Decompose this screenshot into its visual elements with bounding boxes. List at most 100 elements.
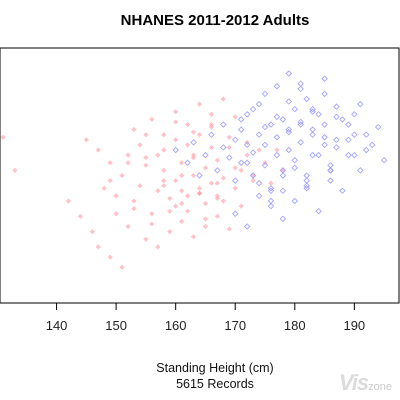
series-b-point — [368, 141, 376, 149]
series-b-point — [321, 75, 328, 82]
series-b-point — [273, 83, 281, 90]
series-a-point — [167, 195, 173, 202]
series-a-point — [214, 157, 220, 163]
series-b-point — [285, 98, 293, 105]
series-a-point — [190, 155, 197, 161]
series-a-point — [125, 152, 131, 158]
series-a-point — [214, 195, 220, 202]
series-b-point — [309, 108, 316, 115]
series-a-point — [226, 144, 232, 151]
series-b-point — [351, 131, 358, 138]
series-b-point — [291, 105, 299, 113]
series-b-point — [172, 146, 179, 154]
series-a-point — [167, 229, 173, 235]
series-a-point — [184, 142, 191, 148]
series-b-point — [345, 151, 352, 159]
series-b-point — [267, 197, 275, 205]
series-b-point — [267, 187, 275, 195]
series-a-point — [238, 203, 244, 209]
series-a-point — [107, 254, 113, 260]
series-b-point — [363, 146, 370, 154]
series-b-point — [255, 100, 263, 108]
series-b-point — [303, 182, 310, 189]
series-a-point — [77, 213, 83, 219]
series-a-point — [214, 213, 220, 219]
series-b-point — [261, 123, 269, 131]
series-b-point — [255, 131, 263, 138]
series-b-point — [297, 118, 304, 126]
series-b-point — [231, 177, 239, 184]
series-b-point — [297, 80, 304, 87]
series-a-point — [232, 185, 238, 191]
series-a-point — [143, 132, 149, 138]
series-b-point — [339, 187, 346, 195]
series-a-point — [113, 193, 119, 199]
series-a-point — [125, 223, 131, 230]
series-b-point — [214, 167, 221, 174]
x-tick-label: 140 — [46, 318, 68, 333]
series-a-point — [208, 111, 215, 117]
series-a-point — [95, 147, 101, 153]
series-b-point — [279, 116, 287, 123]
series-a-point — [167, 208, 173, 214]
series-a-point — [113, 211, 119, 217]
series-b-point — [315, 151, 322, 159]
series-a-point — [161, 132, 167, 138]
series-b-point — [357, 100, 364, 108]
series-b-point — [237, 126, 245, 133]
series-b-point — [291, 197, 299, 205]
series-a-point — [155, 152, 161, 158]
series-b-point — [327, 167, 334, 174]
series-a-point — [179, 218, 185, 224]
series-b-point — [243, 223, 251, 230]
series-a-point — [232, 165, 238, 171]
series-a-point — [190, 172, 197, 179]
series-a-point — [256, 147, 262, 153]
series-b-point — [333, 136, 340, 144]
series-a-point — [250, 178, 256, 184]
series-b-point — [237, 159, 245, 166]
series-a-point — [184, 121, 191, 128]
series-b-point — [345, 121, 352, 128]
series-b-point — [291, 156, 299, 164]
series-b-point — [321, 121, 328, 128]
series-b-point — [297, 85, 304, 93]
series-a-point — [202, 223, 209, 230]
series-b-point — [249, 105, 257, 113]
series-a-point — [232, 114, 238, 120]
series-b-point — [273, 151, 281, 159]
series-b-point — [273, 134, 281, 141]
series-b-point — [243, 141, 251, 149]
series-a-point — [107, 178, 113, 184]
series-a-point — [83, 137, 89, 143]
series-a-point — [137, 142, 143, 148]
x-axis: 140 150 160 170 180 190 — [46, 303, 365, 333]
series-b-point — [261, 141, 269, 149]
series-a-point — [149, 221, 155, 227]
series-a-point — [131, 127, 137, 133]
series-b-point — [285, 126, 293, 133]
series-b-point — [321, 90, 328, 98]
x-tick-label: 180 — [284, 318, 306, 333]
series-b-point — [249, 172, 257, 179]
plot-frame — [0, 47, 400, 304]
series-a-point — [214, 180, 220, 186]
series-b-point — [339, 116, 346, 123]
series-b-point — [315, 207, 322, 215]
series-a-point — [89, 229, 95, 235]
series-b-point — [285, 146, 293, 154]
series-a-point — [119, 264, 125, 270]
series-a-point — [155, 188, 161, 194]
series-a-point — [149, 211, 155, 217]
series-b-point — [309, 131, 316, 138]
series-a-point — [161, 183, 167, 189]
series-b-point — [231, 136, 239, 144]
series-a-point — [196, 190, 203, 196]
series-a-point — [173, 137, 179, 143]
series-a-point — [119, 172, 125, 179]
series-b-point — [279, 172, 287, 179]
series-b-point — [380, 156, 388, 164]
series-a-point — [179, 160, 185, 166]
watermark-logo: Viszone — [339, 370, 392, 396]
